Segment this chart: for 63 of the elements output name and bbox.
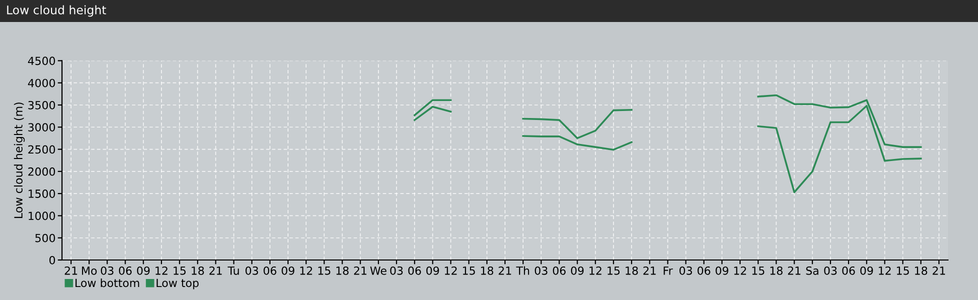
x-tick-label: 15 (608, 266, 620, 275)
x-tick-label: Fr (664, 266, 673, 275)
x-tick-label: 21 (932, 266, 945, 275)
x-tick-label: 03 (246, 266, 258, 275)
x-tick-label: 18 (626, 266, 638, 275)
y-tick-label: 1500 (28, 190, 56, 198)
x-tick-label: 06 (698, 266, 710, 275)
x-tick-label: 12 (734, 266, 746, 275)
x-tick-label: Tu (228, 266, 239, 275)
x-tick-label: 09 (282, 266, 294, 275)
x-tick-label: 09 (570, 266, 584, 275)
y-tick-label: 2000 (28, 167, 56, 176)
x-tick-label: 21 (64, 266, 78, 275)
y-tick-label: 3500 (28, 100, 56, 110)
x-tick-label: 09 (716, 266, 728, 275)
y-axis-title: Low cloud height (m) (14, 102, 25, 218)
x-tick-label: 15 (752, 266, 764, 275)
x-tick-label: Sa (806, 266, 818, 275)
legend-label: Low top (156, 278, 199, 290)
y-tick-label: 4000 (28, 78, 56, 88)
x-tick-label: 12 (878, 266, 891, 275)
x-tick-label: 03 (679, 266, 692, 275)
x-tick-label: 21 (354, 266, 366, 275)
y-tick-label: 500 (35, 234, 56, 242)
x-tick-label: 12 (444, 266, 457, 275)
x-tick-label: 03 (390, 266, 403, 275)
x-tick-label: 03 (824, 266, 837, 275)
x-tick-label: 06 (264, 266, 276, 275)
y-tick-label: 3000 (28, 123, 56, 132)
x-tick-label: 06 (842, 266, 855, 275)
x-tick-label: 15 (896, 266, 909, 275)
y-tick-label: 2500 (28, 145, 56, 154)
x-tick-label: 03 (100, 266, 114, 275)
x-tick-label: 18 (336, 266, 349, 275)
y-tick-label: 4500 (28, 56, 56, 66)
x-tick-label: 21 (643, 266, 656, 275)
x-tick-label: Mo (82, 266, 97, 275)
x-tick-label: 06 (408, 266, 421, 275)
x-tick-label: 03 (534, 266, 548, 275)
x-tick-label: 21 (788, 266, 800, 275)
x-tick-label: 06 (118, 266, 132, 275)
x-tick-label: 09 (137, 266, 150, 275)
y-tick-label: 1000 (28, 212, 56, 220)
x-tick-label: We (370, 266, 386, 275)
chart-title: Low cloud height (7, 5, 106, 17)
x-tick-label: 09 (426, 266, 439, 275)
x-tick-label: 21 (209, 266, 222, 275)
x-tick-label: 18 (481, 266, 494, 275)
x-tick-label: 18 (192, 266, 204, 275)
x-tick-label: 12 (156, 266, 168, 275)
x-tick-label: 09 (860, 266, 873, 275)
x-tick-label: 18 (915, 266, 928, 275)
x-tick-label: 18 (770, 266, 783, 275)
x-tick-label: 12 (590, 266, 602, 275)
x-tick-label: Th (516, 266, 530, 275)
x-tick-label: 12 (300, 266, 312, 275)
x-tick-label: 21 (498, 266, 512, 275)
x-tick-label: 15 (318, 266, 330, 275)
y-tick-label: 0 (49, 256, 56, 264)
x-tick-label: 15 (174, 266, 186, 275)
legend-label: Low bottom (76, 278, 140, 288)
x-tick-label: 06 (552, 266, 566, 275)
x-tick-label: 15 (462, 266, 475, 275)
